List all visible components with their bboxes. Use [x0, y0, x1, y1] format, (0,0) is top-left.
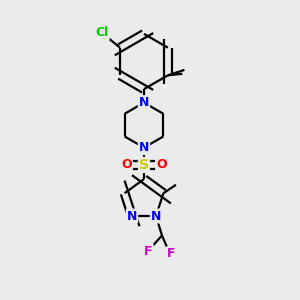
- Text: S: S: [139, 158, 149, 172]
- Text: Cl: Cl: [95, 26, 109, 39]
- Text: N: N: [139, 141, 149, 154]
- Text: N: N: [139, 96, 149, 109]
- Text: N: N: [127, 209, 137, 223]
- Text: N: N: [151, 209, 161, 223]
- Text: O: O: [156, 158, 167, 172]
- Text: F: F: [167, 247, 175, 260]
- Text: O: O: [121, 158, 132, 172]
- Text: F: F: [144, 245, 153, 258]
